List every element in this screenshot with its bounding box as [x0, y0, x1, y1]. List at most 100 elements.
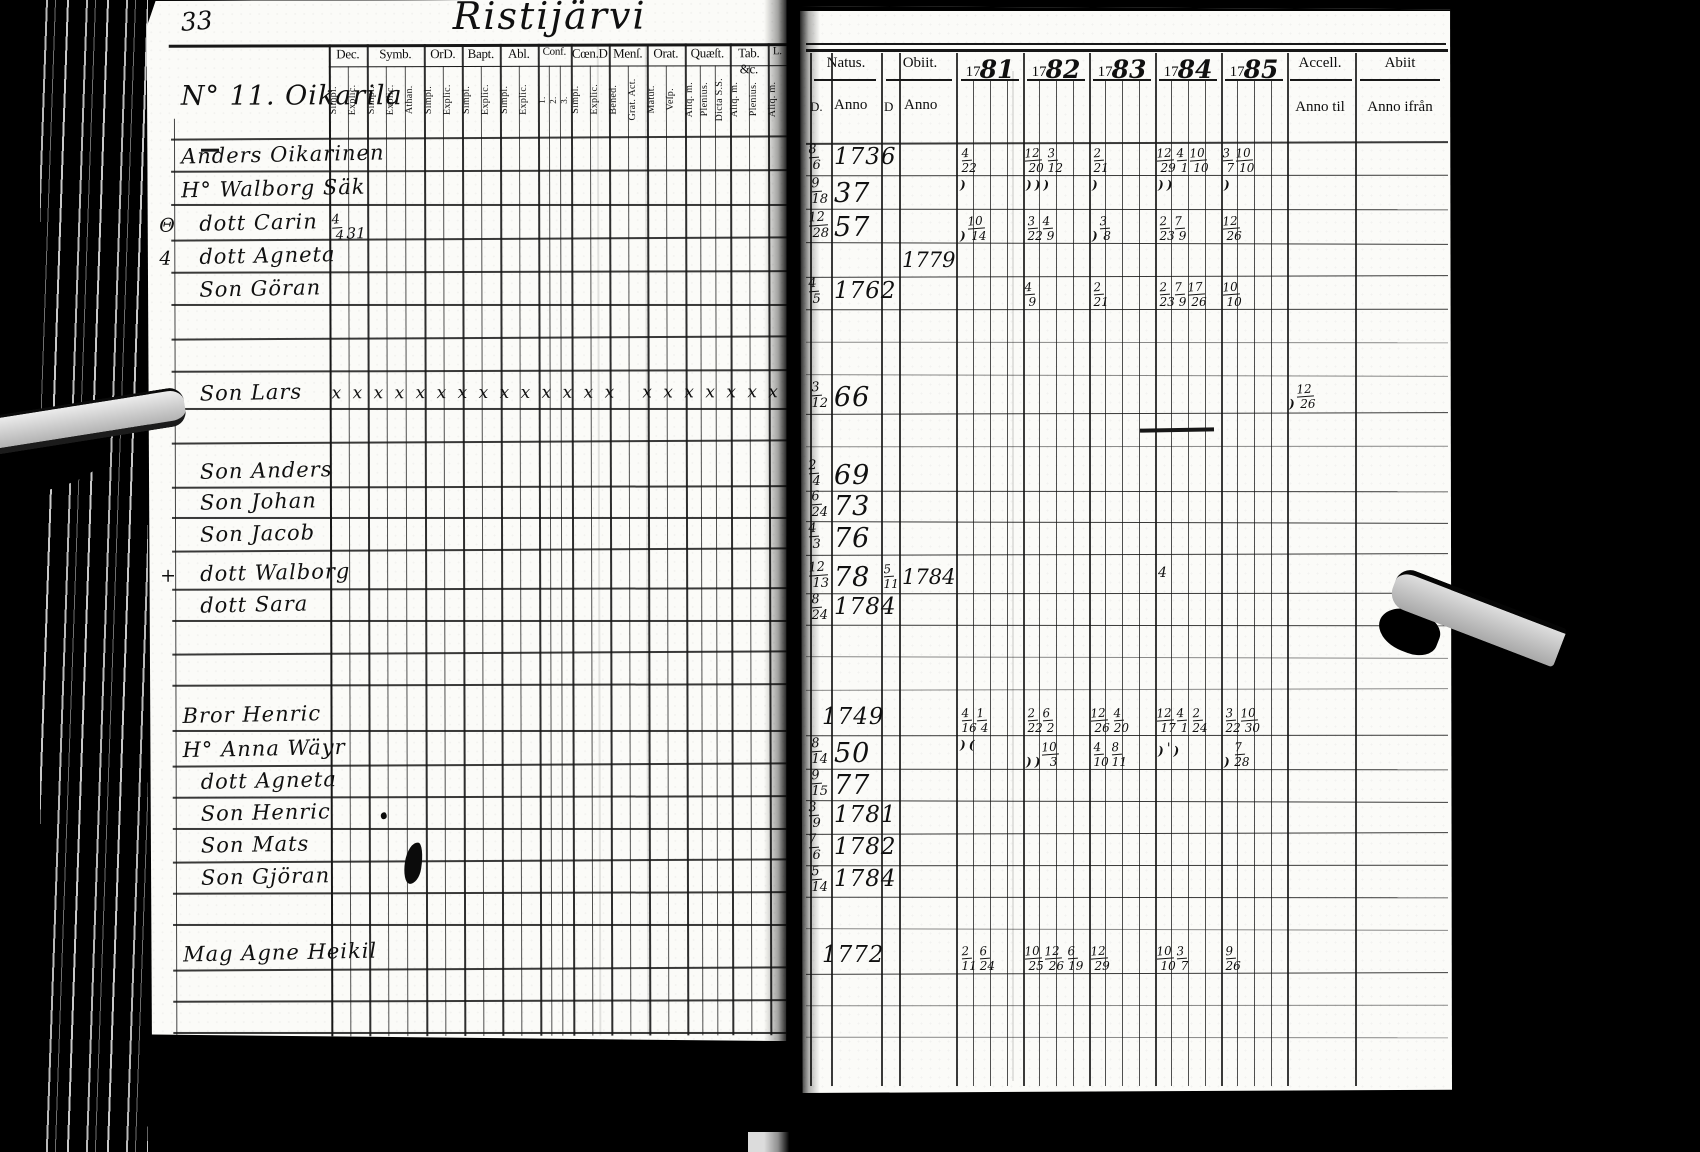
- fraction-numerator: 10: [1024, 944, 1043, 960]
- natus-header: Natus.: [826, 55, 866, 71]
- row-rule: [805, 768, 1449, 771]
- column-group-rule: [538, 44, 542, 1036]
- row-rule: [172, 439, 788, 444]
- fraction-denominator: 26: [1225, 959, 1241, 973]
- fraction-numerator: 3: [1047, 146, 1058, 162]
- date-fraction: 2 24: [1191, 706, 1208, 734]
- ditto-mark: (: [968, 738, 975, 752]
- fraction-denominator: 4: [980, 721, 989, 735]
- year-sub-rule: [973, 81, 974, 1086]
- row-rule: [172, 369, 788, 372]
- year-sub-rule: [1122, 81, 1123, 1086]
- fraction-denominator: 12: [1047, 161, 1064, 175]
- natus-anno: 78: [834, 562, 871, 593]
- row-rule: [173, 924, 789, 926]
- row-rule: [172, 650, 788, 655]
- fraction-denominator: 10: [1193, 161, 1209, 175]
- sub-column-rule: [560, 66, 564, 1036]
- year-sub-rule: [990, 81, 991, 1086]
- anno-ifran-subheader: Anno ifrån: [1367, 99, 1433, 115]
- fraction-numerator: 10: [1189, 146, 1208, 162]
- row-rule: [172, 335, 788, 340]
- sub-column-rule: [519, 66, 523, 1036]
- year-sub-rule: [1007, 81, 1008, 1086]
- ditto-mark: ): [1043, 178, 1050, 192]
- year-sub-rule: [1056, 81, 1057, 1086]
- fraction-numerator: 4: [1176, 706, 1187, 722]
- date-fraction: 10 3: [1041, 740, 1060, 769]
- fraction-numerator: 10: [1240, 706, 1259, 722]
- fraction-denominator: 26: [1300, 397, 1316, 411]
- top-rule: [806, 43, 1446, 45]
- date-fraction: 12 17: [1156, 706, 1176, 734]
- row-rule: [805, 275, 1449, 279]
- column-group-label: Conf.: [542, 45, 566, 58]
- fraction-numerator: 8: [1111, 740, 1122, 756]
- fraction-numerator: 10: [1222, 280, 1241, 296]
- year-header: 1782: [1023, 53, 1089, 84]
- column-sub-label: Explic.: [588, 84, 600, 116]
- fraction-denominator: 22: [1027, 721, 1043, 735]
- row-rule: [805, 490, 1449, 493]
- row-rule: [171, 270, 787, 273]
- column-group-label: OrD.: [430, 46, 456, 62]
- year-marks: 12 29 4 1 10 10: [1156, 146, 1222, 175]
- column-group-label: Dec.: [336, 46, 360, 62]
- year-sub-rule: [1254, 81, 1255, 1086]
- fraction-denominator: 3: [1049, 755, 1058, 769]
- record-name: Son Johan: [199, 488, 318, 515]
- record-name: H° Anna Wäyr: [182, 734, 346, 763]
- ink-blot: [402, 841, 425, 885]
- fraction-numerator: 4: [331, 213, 342, 229]
- column-sub-label: Matut.: [645, 85, 657, 114]
- row-rule: [172, 620, 788, 622]
- record-name: dott Agneta: [200, 767, 338, 794]
- fraction-denominator: 21: [1093, 295, 1109, 309]
- fraction-denominator: 9: [1178, 295, 1187, 309]
- fraction-denominator: 9: [1178, 229, 1187, 243]
- date-fraction: 10 10: [1156, 944, 1176, 972]
- column-sub-label: Explic.: [346, 84, 358, 116]
- natus-anno: 76: [834, 523, 871, 554]
- year-marks: 4 22: [960, 146, 1024, 175]
- fraction-numerator: 12: [1156, 146, 1175, 162]
- row-rule: [805, 141, 1449, 145]
- row-rule: [805, 800, 1449, 804]
- column-sub-label: Athan.: [403, 85, 415, 115]
- column-sub-label: Simpl.: [365, 86, 377, 115]
- date-fraction: 10 25: [1024, 944, 1044, 972]
- record-name: Son Göran: [199, 275, 322, 302]
- fraction-denominator: 22: [961, 161, 977, 175]
- date-fraction: 4 16: [960, 706, 977, 734]
- year-marks: )) 10 3: [1026, 740, 1090, 769]
- right-page: Natus. Obiit. 1781 1782 1783 1784 1785 Accel…: [800, 6, 1452, 1093]
- column-group-rule: [424, 44, 428, 1036]
- column-sub-label: Aliq. m.: [683, 81, 695, 118]
- year-marks: 2 21: [1092, 280, 1156, 309]
- record-name: Son Anders: [199, 457, 333, 484]
- sub-column-rule: [700, 65, 704, 1035]
- row-rule: [173, 762, 789, 767]
- date-fraction: 12 26: [1296, 382, 1316, 411]
- ditto-mark: ): [1092, 229, 1098, 244]
- fraction-denominator: 26: [1226, 229, 1242, 243]
- fraction-numerator: 4: [1024, 280, 1035, 296]
- natus-anno: 1736: [834, 144, 897, 170]
- year-marks: 9 26: [1224, 944, 1288, 973]
- natus-anno: 73: [834, 491, 871, 522]
- year-marks: 4 16 1 4: [960, 706, 1024, 735]
- record-name: Son Lars: [199, 379, 303, 406]
- abiit-header: Abiit: [1384, 55, 1416, 71]
- ditto-mark: ): [960, 178, 966, 192]
- year-marks: 12 17 4 1 2 24: [1156, 706, 1222, 734]
- fraction-denominator: 11: [883, 577, 899, 591]
- sub-column-rule: [443, 66, 447, 1036]
- record-name: Mag Agne Heikil: [182, 938, 378, 967]
- column-sub-label: Simpl.: [422, 85, 434, 115]
